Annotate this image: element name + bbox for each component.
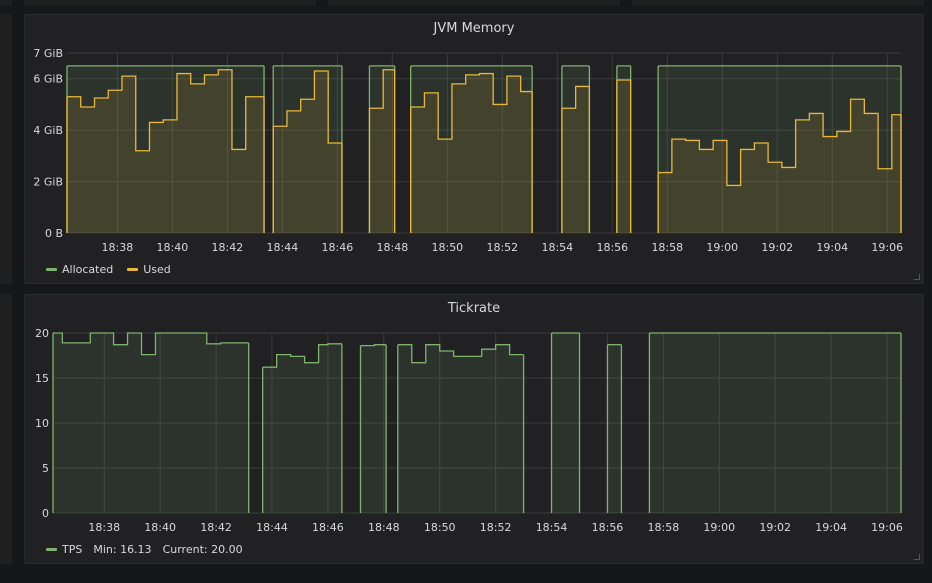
series-line-tps: [52, 332, 250, 513]
x-tick-label: 18:48: [368, 521, 400, 534]
series-line-tps: [648, 332, 902, 513]
series-area-used: [410, 73, 533, 233]
legend-label-tps: TPS: [62, 543, 83, 556]
x-tick-label: 18:42: [200, 521, 232, 534]
y-tick-label: 5: [42, 462, 49, 475]
y-tick-label: 0 B: [45, 227, 63, 240]
series-area-tps: [551, 333, 580, 513]
y-tick-label: 20: [35, 327, 49, 340]
series-line-used: [66, 69, 265, 233]
chart-legend: TPS Min: 16.13 Current: 20.00: [46, 543, 243, 556]
x-tick-label: 19:02: [759, 521, 791, 534]
x-tick-label: 19:06: [871, 521, 903, 534]
series-area-allocated: [616, 65, 631, 233]
x-tick-label: 18:38: [102, 241, 134, 254]
x-tick-label: 18:46: [312, 521, 344, 534]
series-line-tps: [262, 343, 343, 513]
panel-title[interactable]: JVM Memory: [433, 21, 515, 36]
series-area-tps: [360, 344, 387, 513]
series-area-used: [658, 99, 901, 234]
x-tick-label: 19:06: [871, 241, 903, 254]
series-line-tps: [359, 344, 387, 513]
series-area-tps: [53, 333, 249, 513]
x-tick-label: 18:44: [256, 521, 288, 534]
legend-label-allocated: Allocated: [62, 263, 114, 276]
chart-legend: Allocated Used: [46, 263, 171, 276]
jvm-memory-chart: 0 B 2 GiB 4 GiB 6 GiB 7 GiB 18:38 18:40 18:42 18…: [33, 47, 903, 254]
x-tick-label: 18:42: [212, 241, 244, 254]
x-tick-label: 18:58: [651, 241, 683, 254]
x-tick-label: 19:00: [703, 521, 735, 534]
series-area-allocated: [410, 65, 533, 233]
series-area-tps: [397, 344, 524, 513]
series-line-tps: [397, 344, 525, 513]
legend-stat-min: Min: 16.13: [93, 543, 152, 556]
series-area-allocated: [658, 65, 901, 233]
x-tick-label: 18:54: [541, 241, 573, 254]
x-tick-label: 18:38: [88, 521, 120, 534]
series-line-tps: [550, 332, 581, 513]
x-tick-label: 19:04: [815, 521, 847, 534]
y-tick-label: 2 GiB: [33, 176, 63, 189]
legend-item-tps[interactable]: TPS Min: 16.13 Current: 20.00: [46, 543, 243, 556]
series-line-used: [616, 79, 632, 233]
series-area-used: [67, 69, 265, 233]
panel-title[interactable]: Tickrate: [447, 301, 501, 316]
legend-item-used[interactable]: Used: [127, 263, 171, 276]
y-tick-label: 6 GiB: [33, 73, 63, 86]
legend-swatch-allocated: [46, 268, 57, 271]
left-panel-partial-top: [0, 14, 12, 284]
x-tick-label: 18:58: [648, 521, 680, 534]
y-tick-label: 7 GiB: [33, 47, 63, 60]
y-tick-label: 15: [35, 372, 49, 385]
x-tick-label: 18:54: [536, 521, 568, 534]
tickrate-chart: 0 5 10 15 20 18:38 18:40 18:42 18:44 18:46 18:48 18…: [35, 327, 903, 534]
panel-fragment-mid-left: [24, 0, 316, 6]
tickrate-panel: Tickrate 0 5 10 15 20 18:38 18:40 18:42 18:44 18:…: [24, 294, 924, 564]
series-area-tps: [607, 344, 622, 513]
x-tick-label: 18:52: [480, 521, 512, 534]
series-line-used: [368, 69, 396, 233]
series-area-used: [616, 80, 631, 233]
x-tick-label: 18:56: [592, 521, 624, 534]
resize-handle[interactable]: [914, 274, 920, 280]
x-tick-label: 19:00: [706, 241, 738, 254]
series-line-tps: [606, 344, 623, 513]
series-area-used: [369, 69, 395, 233]
x-tick-label: 19:02: [761, 241, 793, 254]
x-tick-label: 18:56: [596, 241, 628, 254]
x-tick-label: 18:40: [157, 241, 189, 254]
left-panel-partial-bottom: [0, 294, 12, 564]
x-tick-label: 18:50: [431, 241, 463, 254]
x-tick-label: 18:52: [486, 241, 518, 254]
series-area-allocated: [67, 65, 265, 233]
resize-handle[interactable]: [914, 554, 920, 560]
series-line-used: [657, 98, 902, 233]
y-tick-label: 0: [42, 507, 49, 520]
panel-fragment-mid-right: [328, 0, 620, 6]
series-area-used: [561, 86, 590, 233]
jvm-memory-panel: JVM Memory 0 B 2 GiB 4 GiB 6 GiB 7 GiB 18:38 1…: [24, 14, 924, 284]
panel-fragment-right: [632, 0, 924, 6]
series-area-allocated: [273, 65, 342, 233]
x-tick-label: 18:44: [267, 241, 299, 254]
panel-fragment-left: [0, 0, 12, 6]
series-area-tps: [649, 333, 901, 513]
y-tick-label: 4 GiB: [33, 124, 63, 137]
legend-stat-current: Current: 20.00: [162, 543, 243, 556]
y-tick-label: 10: [35, 417, 49, 430]
legend-item-allocated[interactable]: Allocated: [46, 263, 113, 276]
x-tick-label: 19:04: [816, 241, 848, 254]
x-tick-label: 18:40: [144, 521, 176, 534]
series-area-tps: [262, 343, 342, 513]
series-line-used: [561, 85, 591, 233]
legend-label-used: Used: [143, 263, 171, 276]
x-tick-label: 18:46: [322, 241, 354, 254]
series-line-used: [272, 70, 343, 233]
x-tick-label: 18:50: [424, 521, 456, 534]
legend-swatch-tps: [46, 548, 57, 551]
series-line-used: [410, 72, 533, 233]
legend-swatch-used: [127, 268, 139, 271]
x-tick-label: 18:48: [377, 241, 409, 254]
